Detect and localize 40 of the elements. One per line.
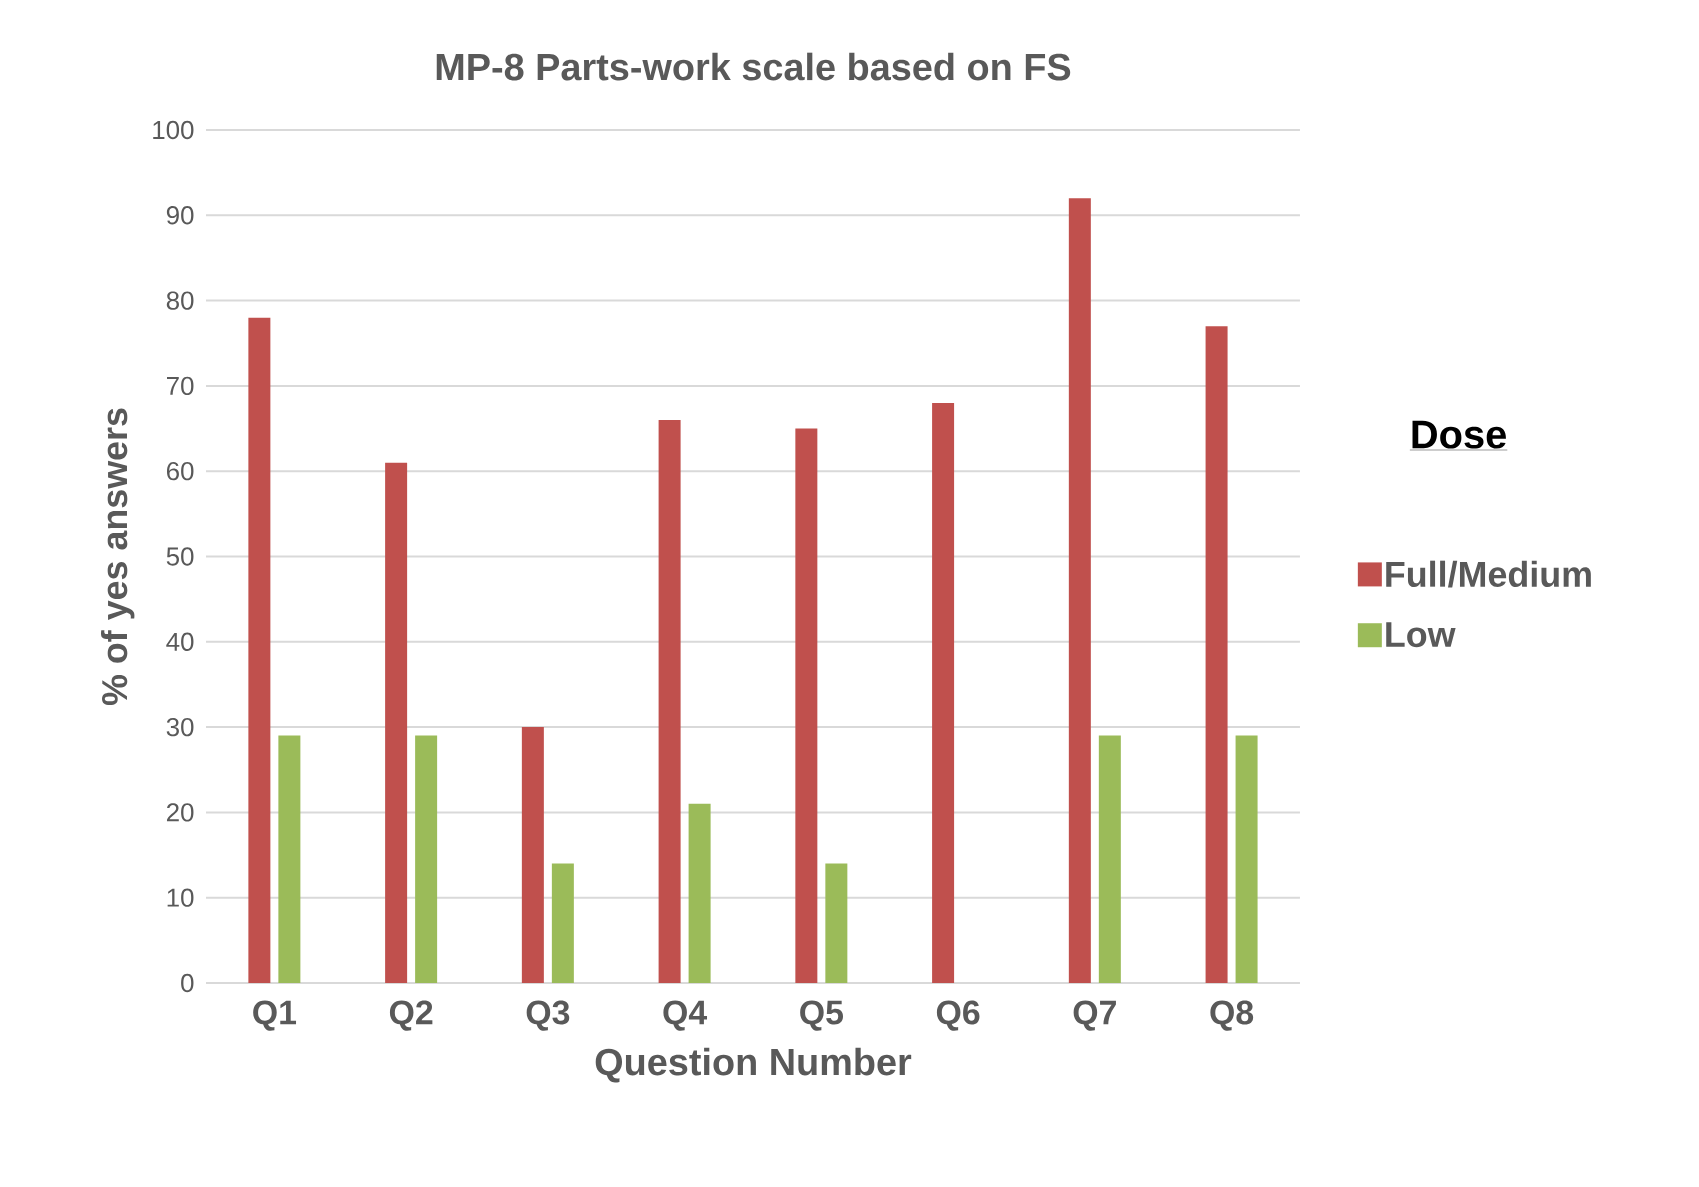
x-tick-label: Q8: [1210, 1000, 1254, 1031]
bar: [658, 420, 681, 983]
y-tick-label: 40: [166, 632, 194, 651]
x-axis-title: Question Number: [595, 1047, 912, 1083]
y-tick-label: 90: [166, 206, 194, 225]
bar: [521, 727, 544, 983]
bar: [415, 735, 438, 983]
bar: [932, 402, 955, 983]
bar: [1205, 326, 1228, 983]
y-tick-label: 30: [166, 717, 194, 737]
y-tick-label: 50: [166, 547, 194, 566]
x-tick-label: Q2: [389, 1000, 433, 1031]
x-tick-label: Q1: [253, 1000, 297, 1031]
y-tick-label: 20: [166, 803, 194, 822]
legend-label: Full/Medium: [1386, 560, 1591, 588]
y-tick-label: 10: [167, 888, 194, 907]
legend-title: Dose: [1412, 420, 1506, 449]
x-tick-label: Q5: [800, 1000, 843, 1031]
y-tick-label: 70: [167, 376, 194, 396]
bar: [551, 863, 574, 983]
chart-title: MP-8 Parts-work scale based on FS: [436, 52, 1071, 81]
x-tick-label: Q4: [663, 1000, 708, 1031]
bar: [825, 863, 848, 983]
x-tick-label: Q3: [526, 1000, 570, 1031]
legend-label: Low: [1386, 622, 1456, 648]
bar: [688, 803, 711, 983]
y-tick-label: 0: [181, 973, 194, 993]
y-tick-label: 60: [166, 462, 194, 481]
bar: [248, 317, 271, 983]
bar: [1098, 735, 1121, 983]
x-tick-label: Q7: [1073, 1000, 1116, 1031]
bar: [1068, 198, 1091, 983]
bar: [278, 735, 301, 983]
x-tick-label: Q6: [936, 1000, 980, 1031]
y-tick-label: 100: [153, 120, 194, 140]
y-axis-title: % of yes answers: [101, 408, 135, 706]
bar: [385, 462, 408, 983]
bar: [1235, 735, 1258, 983]
y-tick-label: 80: [166, 291, 194, 310]
bar: [795, 428, 818, 983]
